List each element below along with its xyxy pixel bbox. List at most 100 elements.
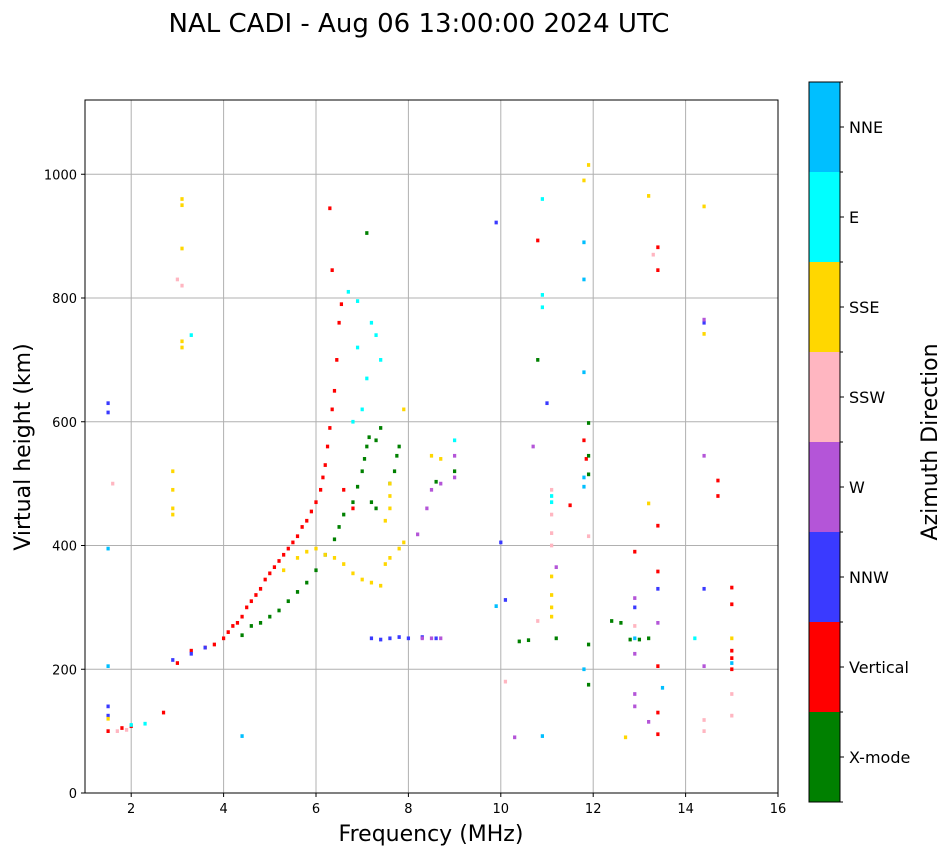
data-cell-w [554, 565, 558, 570]
data-cell-x-mode [517, 639, 521, 644]
x-tick-label: 12 [585, 802, 602, 817]
data-cell-x-mode [434, 479, 438, 484]
data-cell-nnw [656, 586, 660, 591]
data-cell-sse [180, 345, 184, 350]
data-cell-ssw [536, 619, 540, 623]
data-cell-x-mode [586, 421, 591, 425]
data-cell-sse [586, 163, 591, 167]
data-cell-x-mode [647, 636, 651, 641]
data-cell-nne [660, 685, 665, 690]
data-cell-ssw [730, 692, 734, 696]
chart-title: NAL CADI - Aug 06 13:00:00 2024 UTC [169, 9, 670, 39]
data-cell-vertical [300, 525, 304, 529]
data-cell-vertical [286, 546, 290, 551]
data-cell-vertical [633, 549, 637, 554]
data-cell-vertical [337, 320, 341, 325]
data-cell-w [429, 636, 434, 641]
y-tick-label: 600 [52, 416, 77, 431]
data-cell-sse [323, 552, 327, 557]
data-cell-sse [180, 339, 184, 344]
x-tick-label: 6 [312, 802, 320, 817]
data-cell-nnw [106, 713, 110, 718]
data-cell-w [531, 444, 535, 449]
colorbar-label: Azimuth Direction [918, 343, 943, 540]
data-cell-sse [388, 556, 392, 560]
x-ticks: 2 4 6 8 10 12 14 16 [127, 793, 786, 817]
data-cell-e [143, 721, 147, 726]
data-cell-x-mode [305, 580, 309, 585]
data-cell-x-mode [610, 619, 614, 623]
data-cell-ssw [115, 729, 119, 733]
y-tick-label: 0 [69, 787, 77, 802]
data-cell-ssw [730, 713, 734, 718]
data-cell-w [420, 636, 424, 641]
data-cell-ssw [180, 283, 184, 288]
data-cell-x-mode [367, 435, 371, 440]
data-cell-e [550, 494, 554, 498]
data-cell-vertical [282, 552, 286, 557]
data-cell-vertical [226, 630, 230, 634]
data-cell-sse [702, 204, 706, 209]
data-cell-vertical [730, 656, 734, 660]
data-cell-vertical [258, 586, 263, 591]
colorbar-tick-label: SSW [849, 388, 885, 407]
data-cell-vertical [249, 599, 253, 604]
data-cell-vertical [332, 388, 337, 393]
data-cell-vertical [325, 444, 330, 449]
data-cell-nnw [545, 401, 549, 406]
data-cell-sse [171, 506, 175, 511]
colorbar-segment [809, 442, 840, 532]
data-cell-vertical [305, 518, 309, 523]
data-cell-ssw [124, 728, 129, 732]
data-cell-vertical [536, 238, 540, 243]
data-cell-vertical [268, 571, 272, 576]
data-cell-vertical [656, 664, 660, 669]
data-cell-vertical [314, 500, 318, 505]
data-cell-vertical [342, 487, 346, 492]
data-cell-e [365, 376, 369, 381]
data-cell-nne [582, 667, 586, 672]
x-tick-label: 14 [677, 802, 694, 817]
data-cell-vertical [335, 358, 339, 362]
data-cell-w [702, 664, 706, 669]
data-cell-e [369, 320, 374, 325]
data-cell-nnw [633, 605, 637, 610]
data-cell-ssw [586, 534, 591, 539]
data-cell-nnw [499, 540, 503, 545]
data-cell-vertical [582, 438, 586, 443]
data-cell-nnw [434, 636, 438, 641]
data-cell-vertical [161, 710, 166, 715]
data-cell-vertical [309, 509, 313, 514]
y-axis-label: Virtual height (km) [11, 343, 36, 550]
data-cell-vertical [235, 620, 240, 625]
data-cell-vertical [328, 426, 332, 430]
data-cell-ssw [633, 624, 637, 628]
data-cell-nne [582, 370, 586, 375]
y-tick-label: 1000 [44, 168, 77, 183]
data-cell-w [647, 719, 651, 724]
data-cell-vertical [240, 614, 244, 619]
data-cell-w [452, 453, 457, 458]
data-cell-x-mode [277, 608, 281, 613]
data-cell-nne [582, 475, 586, 480]
data-cell-ssw [503, 679, 508, 684]
data-cell-nne [494, 604, 498, 608]
data-cell-vertical [568, 503, 572, 508]
data-cell-e [452, 438, 457, 443]
data-cell-sse [383, 518, 387, 523]
data-cell-x-mode [295, 590, 300, 594]
data-cell-nnw [379, 637, 383, 642]
data-cell-sse [550, 593, 554, 597]
colorbar-frame [808, 81, 841, 803]
data-cell-x-mode [249, 624, 253, 628]
data-cell-x-mode [314, 568, 318, 573]
colorbar-tick-label: Vertical [849, 658, 909, 677]
data-cell-x-mode [526, 638, 531, 643]
data-cell-x-mode [586, 472, 591, 477]
data-cell-sse [332, 556, 337, 560]
data-cell-sse [402, 540, 406, 545]
data-cell-x-mode [586, 682, 591, 687]
x-axis-label: Frequency (MHz) [339, 822, 524, 847]
plot-frame [84, 99, 779, 794]
